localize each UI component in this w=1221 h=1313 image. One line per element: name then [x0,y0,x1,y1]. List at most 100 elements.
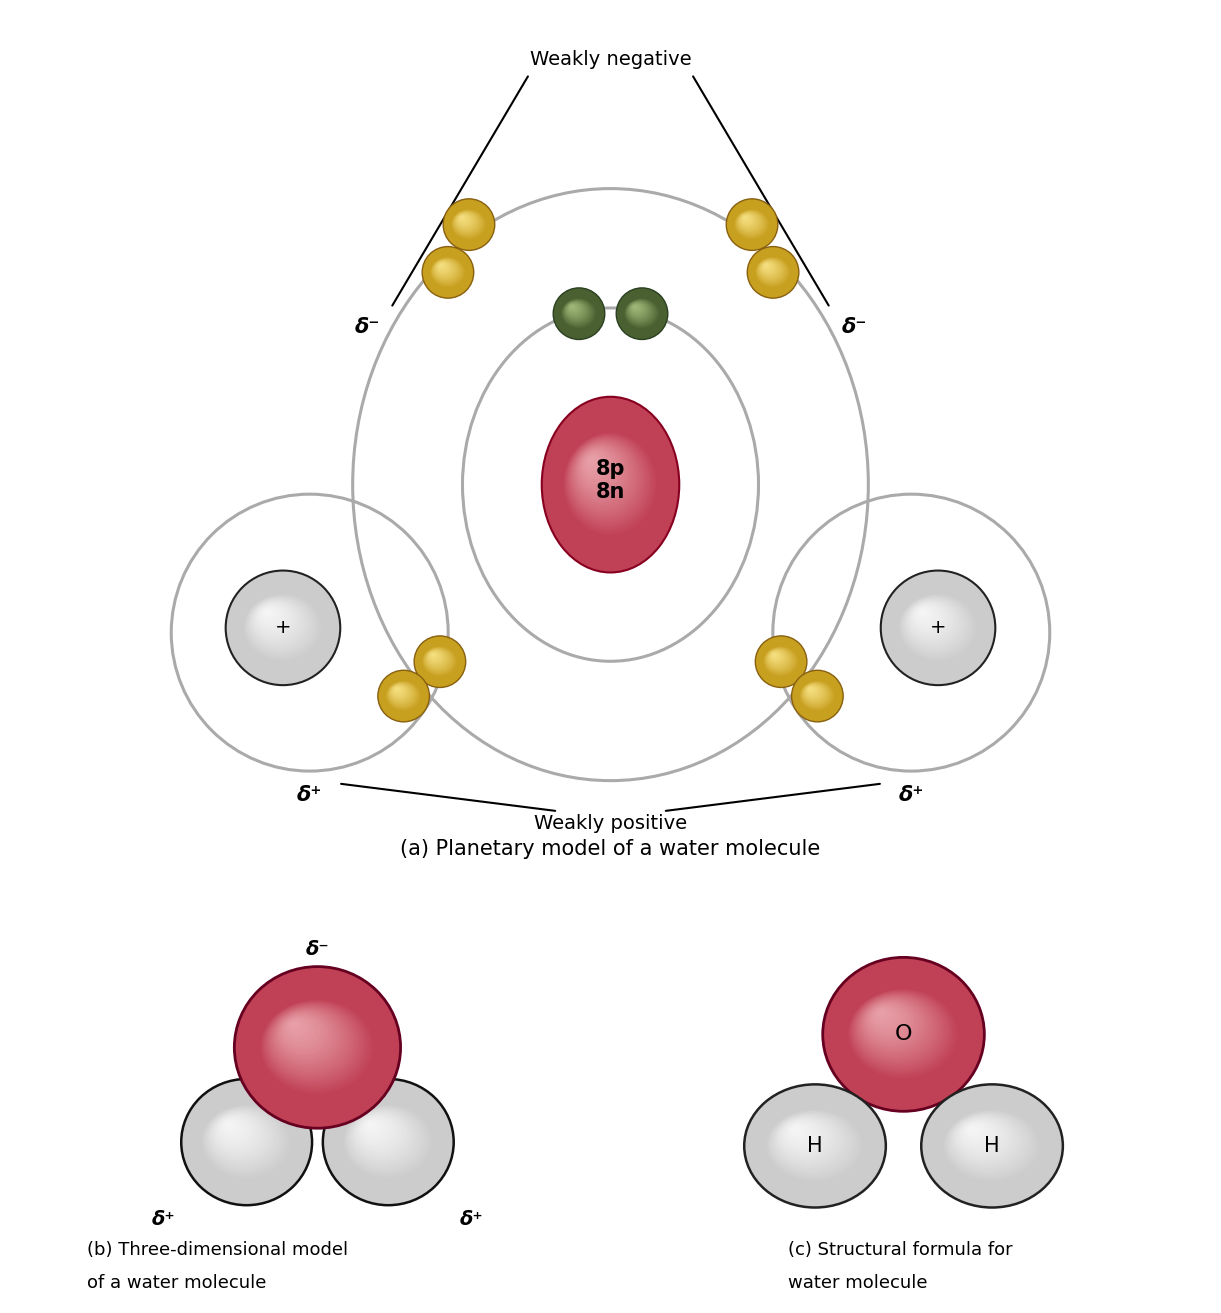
Ellipse shape [951,1115,1021,1166]
Ellipse shape [563,299,593,326]
Text: (a) Planetary model of a water molecule: (a) Planetary model of a water molecule [400,839,821,860]
Text: 8p
8n: 8p 8n [596,460,625,503]
Ellipse shape [343,1104,432,1178]
Ellipse shape [429,651,442,663]
Ellipse shape [352,1111,413,1161]
Ellipse shape [292,1023,295,1025]
Text: δ⁺: δ⁺ [151,1209,176,1229]
Ellipse shape [873,1007,895,1025]
Ellipse shape [209,1109,272,1163]
Ellipse shape [756,257,790,288]
Ellipse shape [455,213,475,230]
Ellipse shape [567,436,647,524]
Ellipse shape [630,303,645,315]
Ellipse shape [921,611,923,612]
Ellipse shape [433,260,457,280]
Ellipse shape [966,1124,983,1137]
Ellipse shape [624,298,659,328]
Ellipse shape [808,688,812,691]
Ellipse shape [248,597,310,650]
Ellipse shape [570,305,574,309]
Ellipse shape [726,198,778,251]
Ellipse shape [358,1115,397,1148]
Ellipse shape [803,684,824,701]
Ellipse shape [950,1113,1023,1169]
Ellipse shape [757,259,786,284]
Ellipse shape [426,650,446,666]
Ellipse shape [214,1113,260,1152]
Ellipse shape [769,1111,855,1175]
Ellipse shape [735,210,768,238]
Ellipse shape [282,1016,317,1045]
Ellipse shape [807,687,817,695]
Ellipse shape [200,1104,293,1180]
Ellipse shape [921,1085,1062,1208]
Ellipse shape [902,596,968,654]
Ellipse shape [899,593,977,660]
Ellipse shape [459,215,465,221]
Ellipse shape [742,215,747,221]
Ellipse shape [553,288,604,340]
Ellipse shape [226,571,341,685]
Ellipse shape [963,1123,990,1142]
Ellipse shape [287,1019,306,1035]
Ellipse shape [247,596,314,654]
Ellipse shape [457,214,471,226]
Ellipse shape [758,259,784,281]
Ellipse shape [263,608,275,620]
Ellipse shape [767,1109,862,1180]
Ellipse shape [946,1111,1032,1175]
Ellipse shape [578,446,621,495]
Ellipse shape [736,211,763,234]
Ellipse shape [908,601,954,639]
Ellipse shape [457,213,474,227]
Ellipse shape [944,1111,1037,1179]
Ellipse shape [847,989,960,1081]
Ellipse shape [790,1125,803,1134]
Ellipse shape [430,653,437,659]
Ellipse shape [802,683,829,705]
Ellipse shape [289,1020,300,1031]
Ellipse shape [634,306,636,307]
Ellipse shape [759,260,780,278]
Ellipse shape [763,647,797,676]
Ellipse shape [210,1111,269,1159]
Ellipse shape [802,683,828,705]
Ellipse shape [866,1002,915,1041]
Ellipse shape [781,1120,824,1152]
Ellipse shape [431,257,464,286]
Ellipse shape [915,605,938,626]
Ellipse shape [225,1121,233,1129]
Ellipse shape [422,647,457,676]
Ellipse shape [851,991,950,1071]
Ellipse shape [908,601,951,638]
Ellipse shape [437,263,448,272]
Ellipse shape [628,301,652,322]
Ellipse shape [957,1119,1004,1153]
Ellipse shape [744,217,747,219]
Ellipse shape [348,1108,421,1169]
Ellipse shape [625,299,657,326]
Ellipse shape [460,215,465,221]
Ellipse shape [425,649,451,671]
Ellipse shape [244,595,319,659]
Ellipse shape [284,1018,311,1040]
Ellipse shape [453,210,482,236]
Ellipse shape [457,214,473,227]
Ellipse shape [272,1008,342,1066]
Ellipse shape [763,263,772,270]
Ellipse shape [431,653,436,656]
Ellipse shape [806,685,821,697]
Ellipse shape [579,448,618,490]
Ellipse shape [756,257,789,285]
Ellipse shape [389,684,413,702]
Ellipse shape [205,1107,282,1170]
Ellipse shape [455,213,476,230]
Ellipse shape [769,651,783,663]
Ellipse shape [274,1010,339,1065]
Ellipse shape [952,1115,1018,1165]
Ellipse shape [440,264,442,267]
Ellipse shape [256,604,288,632]
Ellipse shape [216,1116,253,1146]
Ellipse shape [768,650,788,666]
